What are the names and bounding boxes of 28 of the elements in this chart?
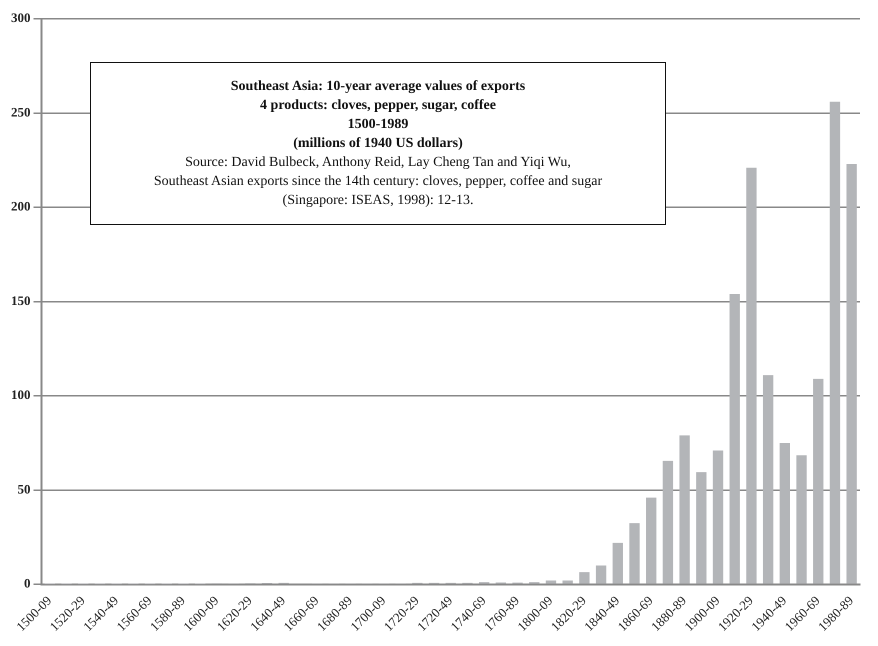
bar (796, 455, 807, 584)
y-tick-label: 300 (11, 10, 30, 26)
bar (612, 542, 623, 584)
bar (662, 460, 674, 584)
bar (712, 450, 724, 584)
annotation: Source: David Bulbeck, Anthony Reid, Lay Cheng Tan and Yiqi Wu, Southeast Asian exports since the 14th century: cloves, pepper, coffee and sugar (Singapore: ISEAS, 1998): 12-13. (152, 154, 604, 210)
bar (746, 168, 757, 584)
bar (730, 294, 740, 584)
bar (846, 164, 857, 584)
bar (813, 378, 824, 584)
bar (780, 442, 790, 584)
bar (546, 580, 556, 584)
y-tick-label: 250 (11, 104, 30, 120)
text-box: Southeast Asia: 10-year average values of exports 4 products: cloves, pepper, sugar, coffee 1500-1989 (millions of 1940 US dollars) Source: David Bulbeck, Anthony Reid, Lay Cheng Tan and Yiqi Wu, Southeast Asian exports since the 14th century: cloves, pepper, coffee and sugar (Singapore: ISEAS, 1998): 12-13. (90, 62, 666, 225)
bar (830, 102, 840, 584)
bar (562, 580, 573, 584)
y-tick-label: 100 (11, 387, 30, 402)
y-tick-label: 200 (11, 198, 30, 214)
y-tick-label: 50 (18, 481, 30, 496)
bar (762, 375, 774, 584)
bar (579, 572, 590, 584)
y-tick-label: 0 (24, 576, 30, 591)
bar (596, 565, 606, 584)
bar (629, 523, 640, 584)
y-tick-label: 150 (11, 292, 30, 308)
bar (679, 435, 690, 584)
bar (646, 498, 656, 584)
bar (696, 472, 706, 584)
